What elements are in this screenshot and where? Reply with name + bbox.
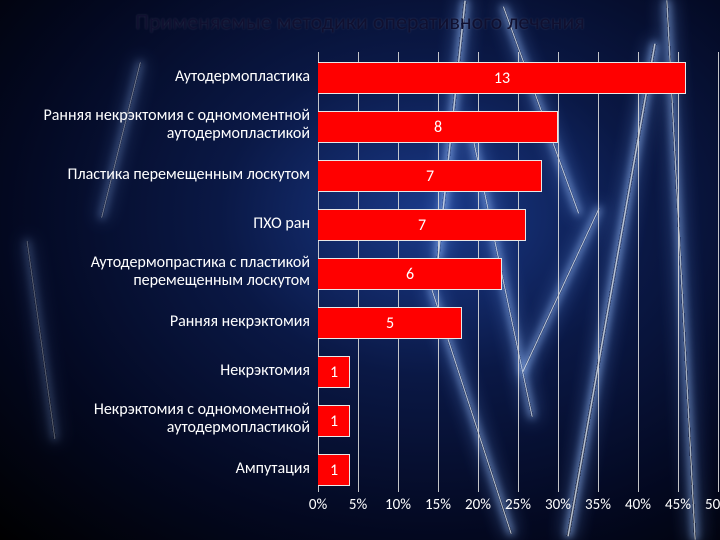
category-label: Ранняя некрэктомия <box>0 313 310 331</box>
x-tick-label: 40% <box>625 496 651 514</box>
category-label: Ампутация <box>0 460 310 478</box>
bar-value-label: 8 <box>426 118 450 137</box>
y-axis-labels: Аутодермопластика Ранняя некрэктомия с од… <box>0 52 318 492</box>
bar-value-label: 7 <box>410 216 434 235</box>
bar-value-label: 6 <box>398 265 422 284</box>
gridline <box>718 52 719 492</box>
category-label: Аутодермопрастика с пластикой перемещенн… <box>0 254 310 291</box>
bar-chart: Аутодермопластика Ранняя некрэктомия с од… <box>0 52 720 540</box>
category-label: Аутодермопластика <box>0 68 310 86</box>
x-tick-label: 10% <box>385 496 411 514</box>
bar-value-label: 5 <box>378 314 402 333</box>
bars-layer: 13 8 7 7 6 5 1 1 1 <box>318 52 718 492</box>
plot-area: 13 8 7 7 6 5 1 1 1 <box>318 52 718 492</box>
category-label: Некрэктомия с одномоментной аутодермопла… <box>0 401 310 438</box>
bar-value-label: 1 <box>322 363 346 382</box>
bar-value-label: 1 <box>322 412 346 431</box>
x-tick-label: 50% <box>705 496 720 514</box>
bar-value-label: 1 <box>322 461 346 480</box>
x-tick-label: 45% <box>665 496 691 514</box>
bar-value-label: 7 <box>418 167 442 186</box>
x-tick-label: 0% <box>309 496 327 514</box>
x-tick-label: 20% <box>465 496 491 514</box>
category-label: Ранняя некрэктомия с одномоментной аутод… <box>0 107 310 144</box>
category-label: Некрэктомия <box>0 362 310 380</box>
x-tick-label: 25% <box>505 496 531 514</box>
chart-title: Применяемые методики оперативного лечени… <box>0 8 720 35</box>
x-tick-label: 5% <box>349 496 367 514</box>
x-tick-label: 30% <box>545 496 571 514</box>
category-label: ПХО ран <box>0 215 310 233</box>
category-label: Пластика перемещенным лоскутом <box>0 166 310 184</box>
x-axis-ticks: 0%5%10%15%20%25%30%35%40%45%50% <box>318 496 718 520</box>
x-tick-label: 15% <box>425 496 451 514</box>
x-tick-label: 35% <box>585 496 611 514</box>
bar-value-label: 13 <box>490 69 514 88</box>
